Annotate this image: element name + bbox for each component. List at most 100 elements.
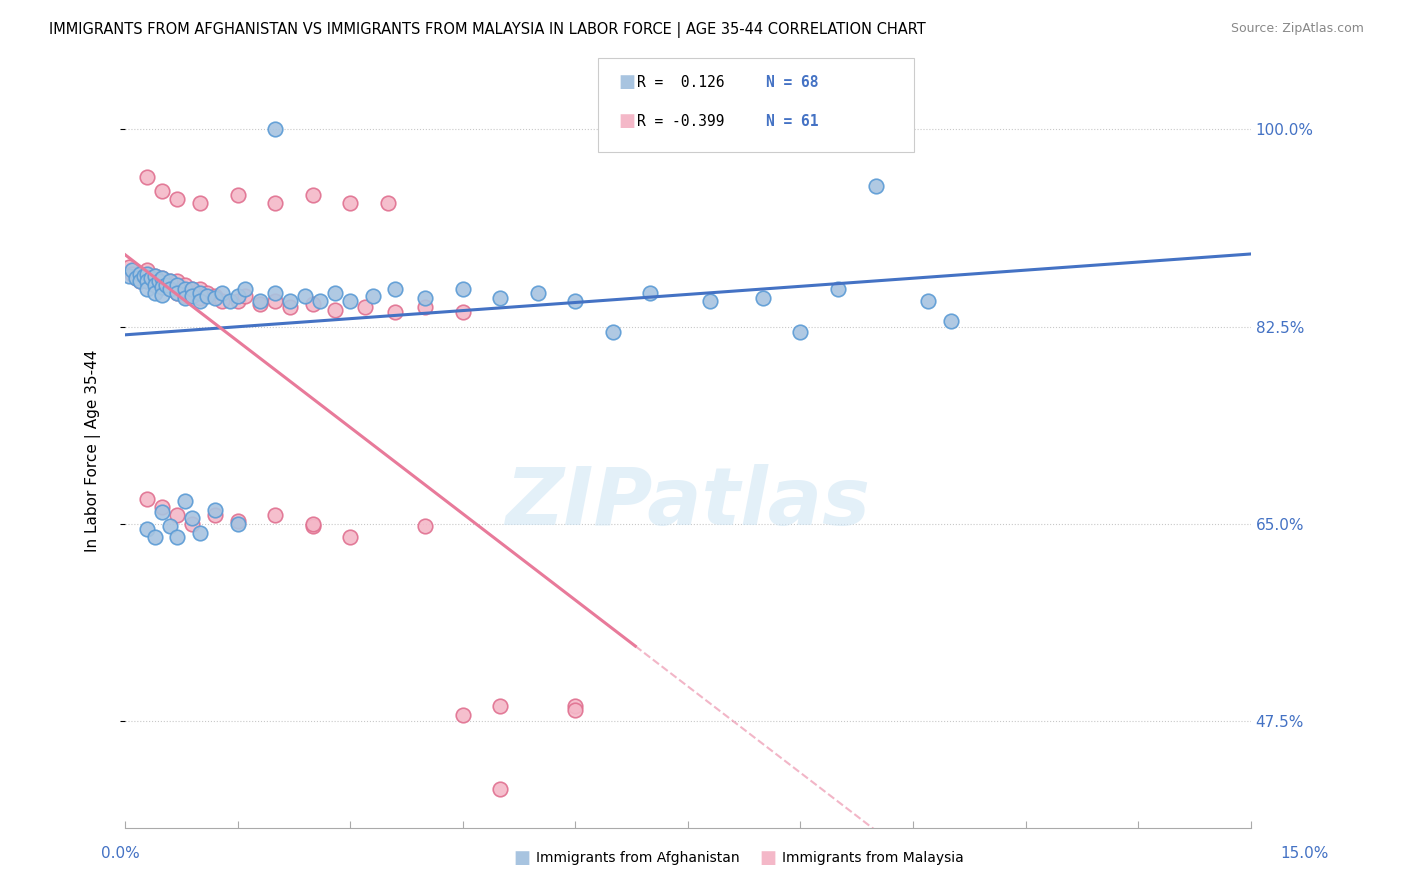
Point [211, 285, 233, 300]
Point [413, 519, 436, 533]
Point [174, 291, 197, 305]
Point [181, 511, 204, 525]
Point [301, 519, 323, 533]
Point [143, 268, 166, 283]
Point [188, 293, 211, 308]
Point [181, 516, 204, 531]
Point [159, 519, 181, 533]
Point [132, 268, 155, 283]
Text: Immigrants from Afghanistan: Immigrants from Afghanistan [536, 851, 740, 865]
Point [264, 122, 287, 136]
Point [129, 275, 152, 289]
Point [226, 515, 249, 529]
Point [155, 277, 177, 292]
Point [143, 277, 166, 292]
Point [264, 508, 287, 522]
Text: R =  0.126: R = 0.126 [637, 75, 724, 89]
Point [141, 271, 163, 285]
Text: 15.0%: 15.0% [1281, 847, 1329, 861]
Point [939, 314, 962, 328]
Point [174, 277, 197, 292]
Point [264, 195, 287, 210]
Point [377, 195, 399, 210]
Point [125, 271, 148, 285]
Point [188, 285, 211, 300]
Point [148, 275, 170, 289]
Point [526, 285, 548, 300]
Point [451, 305, 474, 319]
Point [564, 703, 586, 717]
Point [489, 781, 512, 796]
Point [181, 289, 204, 303]
Point [118, 260, 141, 274]
Point [132, 268, 155, 283]
Point [136, 263, 159, 277]
Point [152, 271, 174, 285]
Point [136, 275, 159, 289]
Point [129, 267, 152, 281]
Point [136, 282, 159, 296]
Point [323, 302, 346, 317]
Point [294, 289, 316, 303]
Point [219, 293, 242, 308]
Point [152, 500, 174, 514]
Point [188, 291, 211, 305]
Point [152, 280, 174, 294]
Point [865, 178, 887, 193]
Text: N = 61: N = 61 [766, 114, 818, 128]
Point [166, 285, 188, 300]
Point [166, 275, 188, 289]
Text: ■: ■ [513, 849, 530, 867]
Point [413, 301, 436, 315]
Point [249, 297, 271, 311]
Point [917, 293, 939, 308]
Text: ■: ■ [619, 112, 636, 130]
Point [125, 271, 148, 285]
Point [166, 508, 188, 522]
Point [188, 195, 211, 210]
Text: 0.0%: 0.0% [101, 847, 141, 861]
Point [354, 301, 377, 315]
Point [152, 280, 174, 294]
Point [451, 282, 474, 296]
Point [197, 289, 219, 303]
Point [204, 291, 226, 305]
Point [827, 282, 849, 296]
Point [143, 277, 166, 292]
Point [264, 293, 287, 308]
Point [384, 305, 406, 319]
Point [197, 285, 219, 300]
Point [699, 293, 721, 308]
Point [152, 184, 174, 198]
Point [640, 285, 662, 300]
Point [339, 293, 361, 308]
Point [166, 192, 188, 206]
Point [174, 494, 197, 508]
Point [264, 285, 287, 300]
Point [564, 699, 586, 714]
Point [166, 285, 188, 300]
Point [233, 289, 256, 303]
Point [789, 325, 811, 339]
Point [204, 508, 226, 522]
Point [152, 288, 174, 302]
Point [301, 297, 323, 311]
Point [413, 291, 436, 305]
Point [301, 516, 323, 531]
Point [118, 268, 141, 283]
Point [339, 530, 361, 544]
Point [181, 282, 204, 296]
Point [141, 271, 163, 285]
Point [226, 187, 249, 202]
Text: Source: ZipAtlas.com: Source: ZipAtlas.com [1230, 22, 1364, 36]
Point [181, 282, 204, 296]
Point [204, 503, 226, 517]
Point [301, 187, 323, 202]
Point [159, 275, 181, 289]
Point [323, 285, 346, 300]
Point [159, 282, 181, 296]
Point [489, 291, 512, 305]
Point [226, 289, 249, 303]
Text: IMMIGRANTS FROM AFGHANISTAN VS IMMIGRANTS FROM MALAYSIA IN LABOR FORCE | AGE 35-: IMMIGRANTS FROM AFGHANISTAN VS IMMIGRANT… [49, 22, 927, 38]
Point [136, 275, 159, 289]
